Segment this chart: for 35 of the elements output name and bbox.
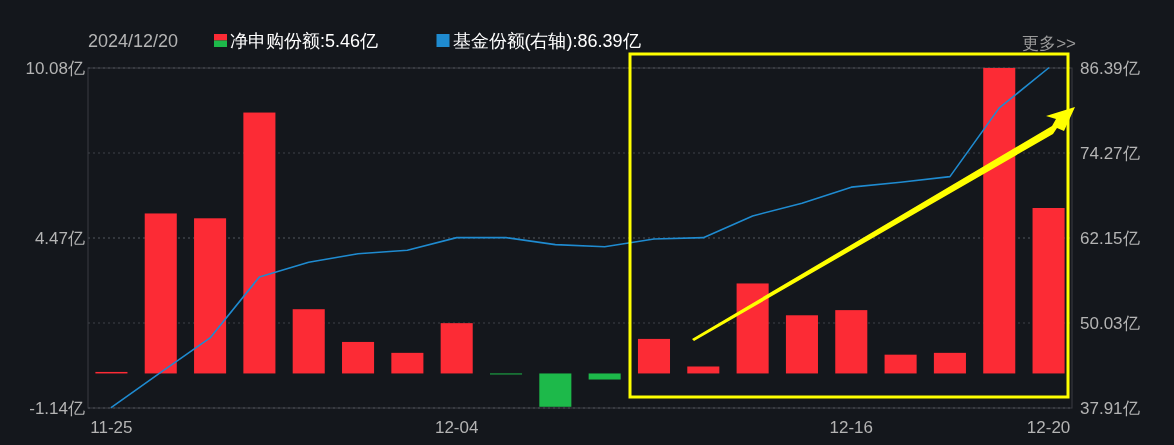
text: 2024/12/20 [88,31,179,51]
x-tick-label: 12-04 [434,418,479,437]
bar [835,310,868,374]
y2-tick-label: 86.39亿 [1080,58,1140,78]
y-tick-label: -1.14亿 [29,398,85,418]
bar [440,323,473,374]
bar [194,218,227,374]
y2-tick-label: 37.91亿 [1080,398,1140,418]
bar [884,354,917,374]
legend-label: 基金份额(右轴):86.39亿 [452,31,641,51]
bar [637,338,671,374]
y-tick-label: 4.47亿 [34,228,85,248]
bar [687,366,720,374]
bar [736,283,769,374]
line-series [110,67,1050,409]
bar [785,315,818,374]
y-tick-label: 10.08亿 [25,58,85,78]
bar [933,352,966,374]
bar [391,352,424,374]
y2-tick-label: 50.03亿 [1080,313,1140,333]
bar [342,341,375,374]
x-tick-label: 12-20 [1026,418,1071,437]
y2-tick-label: 62.15亿 [1080,228,1140,248]
bar [983,68,1016,374]
bar [292,309,325,374]
x-tick-label: 12-16 [829,418,874,437]
x-tick-label: 11-25 [90,418,133,437]
bar [144,213,177,374]
bar [588,373,621,380]
y2-tick-label: 74.27亿 [1080,143,1140,163]
legend-label: 净申购份额:5.46亿 [230,31,379,51]
text: 更多>> [1022,34,1077,53]
bar [243,112,276,374]
bar [1032,208,1065,374]
bar [539,373,572,407]
